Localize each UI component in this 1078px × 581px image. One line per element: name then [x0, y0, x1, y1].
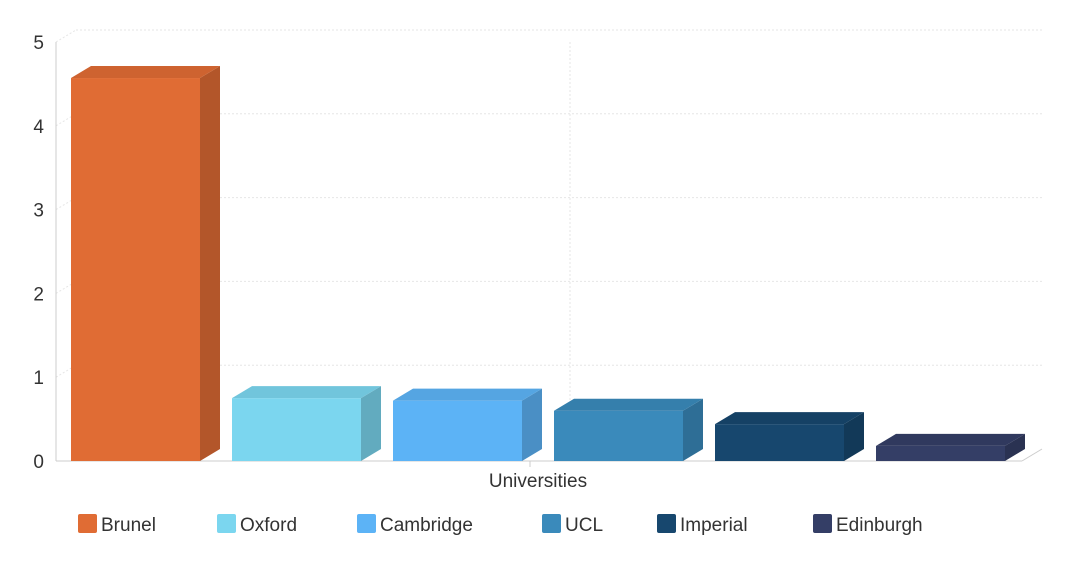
- y-tick-label: 0: [33, 452, 44, 473]
- legend-item-imperial[interactable]: Imperial: [657, 514, 748, 536]
- bar-front-face: [554, 410, 683, 461]
- bar-front-face: [232, 398, 361, 461]
- bar-top-face: [715, 412, 864, 425]
- legend-item-oxford[interactable]: Oxford: [217, 514, 297, 536]
- axes: 0 1 2 3 4 5: [33, 33, 1043, 473]
- bar-front-face: [71, 78, 200, 461]
- bar-ucl[interactable]: [554, 398, 703, 461]
- legend-item-cambridge[interactable]: Cambridge: [357, 514, 473, 536]
- legend-item-ucl[interactable]: UCL: [542, 514, 603, 536]
- bar-side-face: [361, 386, 381, 461]
- bar-front-face: [393, 400, 522, 461]
- legend-label: Oxford: [240, 515, 297, 536]
- bar-side-face: [683, 398, 703, 461]
- legend-swatch: [78, 514, 97, 533]
- bar-top-face: [876, 433, 1025, 446]
- x-axis-title: Universities: [489, 471, 587, 492]
- bar-side-face: [522, 388, 542, 461]
- legend-label: Imperial: [680, 515, 748, 536]
- bar-top-face: [232, 386, 381, 399]
- grid-line-depth: [55, 29, 77, 43]
- bar-brunel[interactable]: [71, 66, 220, 461]
- x-axis-depth-line: [1021, 448, 1043, 462]
- bars: [71, 66, 1025, 461]
- bar-front-face: [715, 424, 844, 461]
- bar-cambridge[interactable]: [393, 388, 542, 461]
- legend-swatch: [657, 514, 676, 533]
- legend-label: Brunel: [101, 515, 156, 536]
- bar-front-face: [876, 445, 1005, 461]
- legend: Brunel Oxford Cambridge UCL Imperial Edinburg…: [78, 514, 923, 536]
- y-tick-label: 3: [33, 201, 44, 222]
- legend-label: UCL: [565, 515, 603, 536]
- y-tick-label: 4: [33, 117, 44, 138]
- y-tick-label: 5: [33, 33, 44, 54]
- bar-top-face: [554, 398, 703, 411]
- legend-swatch: [217, 514, 236, 533]
- legend-label: Cambridge: [380, 515, 473, 536]
- legend-swatch: [542, 514, 561, 533]
- bar-oxford[interactable]: [232, 386, 381, 461]
- bar-side-face: [844, 412, 864, 461]
- bar-edinburgh[interactable]: [876, 433, 1025, 461]
- grid: [55, 29, 1042, 449]
- bar-side-face: [200, 66, 220, 461]
- legend-label: Edinburgh: [836, 515, 923, 536]
- y-tick-label: 2: [33, 284, 44, 305]
- bar-imperial[interactable]: [715, 412, 864, 461]
- legend-swatch: [357, 514, 376, 533]
- bar-top-face: [71, 66, 220, 79]
- legend-item-edinburgh[interactable]: Edinburgh: [813, 514, 923, 536]
- legend-swatch: [813, 514, 832, 533]
- legend-item-brunel[interactable]: Brunel: [78, 514, 156, 536]
- y-tick-label: 1: [33, 368, 44, 389]
- bar-top-face: [393, 388, 542, 401]
- bar-side-face: [1005, 433, 1025, 461]
